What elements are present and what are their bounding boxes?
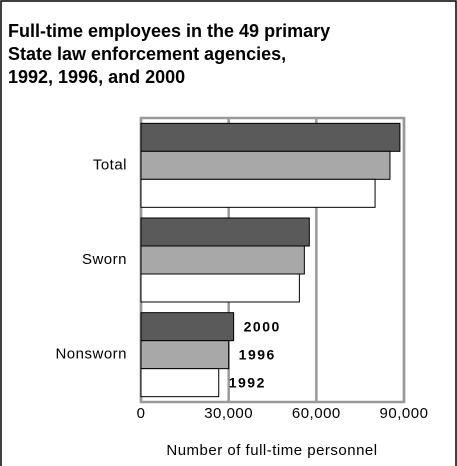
x-axis-label: Number of full-time personnel: [166, 442, 377, 459]
y-tick-label: Total: [93, 156, 127, 173]
legend-label: 1996: [239, 346, 276, 362]
bar: [140, 368, 220, 398]
bar: [140, 312, 235, 342]
legend-label: 2000: [244, 318, 281, 334]
bar: [140, 178, 376, 208]
chart-title: 1992, 1996, and 2000: [8, 67, 185, 87]
chart-title: State law enforcement agencies,: [8, 44, 286, 64]
y-tick-label: Nonsworn: [55, 346, 127, 363]
bar: [140, 150, 391, 180]
x-tick-label: 30,000: [204, 405, 253, 422]
x-tick-label: 90,000: [380, 405, 429, 422]
chart-title: Full-time employees in the 49 primary: [8, 21, 330, 41]
bar: [140, 273, 300, 303]
x-tick-label: 60,000: [292, 405, 341, 422]
y-tick-label: Sworn: [82, 251, 127, 268]
bar: [140, 217, 310, 247]
x-tick-label: 0: [137, 405, 146, 422]
bar: [140, 122, 401, 152]
legend-label: 1992: [229, 374, 266, 390]
bar: [140, 340, 230, 370]
bar: [140, 245, 305, 275]
